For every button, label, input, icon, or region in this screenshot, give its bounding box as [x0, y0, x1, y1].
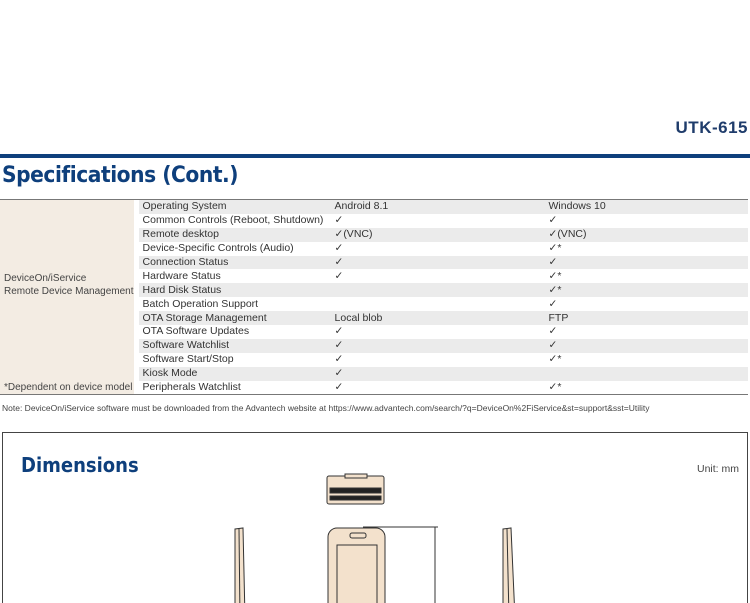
- gap: [133, 269, 139, 284]
- windows-cell: ✓(VNC): [544, 227, 748, 242]
- android-cell: ✓: [330, 366, 545, 381]
- feature-cell: Device-Specific Controls (Audio): [142, 242, 294, 255]
- windows-cell: ✓*: [548, 269, 562, 282]
- category-line-1: DeviceOn/iService: [4, 273, 87, 284]
- table-row: Batch Operation Support ✓: [0, 297, 748, 312]
- android-cell: [331, 297, 545, 311]
- table-row: Hard Disk Status ✓*: [0, 283, 748, 298]
- android-cell: Local blob: [330, 311, 545, 326]
- android-cell: Android 8.1: [330, 199, 545, 214]
- feature-cell: Connection Status: [138, 255, 331, 270]
- windows-cell: ✓*: [548, 353, 562, 366]
- category-line-2: Remote Device Management: [4, 286, 134, 297]
- table-row: Kiosk Mode ✓: [0, 366, 748, 381]
- table-row: DeviceOn/iService Remote Device Managemen…: [0, 199, 748, 381]
- android-cell: ✓: [334, 381, 344, 394]
- dimensions-section: Dimensions Unit: mm: [2, 432, 748, 603]
- windows-cell: Windows 10: [544, 199, 748, 214]
- windows-cell: ✓: [548, 297, 558, 310]
- windows-cell: FTP: [544, 311, 748, 326]
- spec-table: DeviceOn/iService Remote Device Managemen…: [0, 199, 748, 396]
- page-title: Specifications (Cont.): [2, 163, 239, 188]
- feature-cell: Common Controls (Reboot, Shutdown): [142, 214, 324, 227]
- android-cell: ✓: [334, 269, 344, 282]
- table-row: Device-Specific Controls (Audio) ✓ ✓*: [0, 241, 748, 256]
- feature-cell: Software Watchlist: [138, 338, 331, 353]
- feature-cell: Software Start/Stop: [142, 353, 234, 366]
- gap: [133, 199, 139, 214]
- android-cell: [330, 283, 545, 298]
- feature-cell: Batch Operation Support: [142, 297, 259, 310]
- gap: [133, 352, 139, 367]
- unit-label: Unit: mm: [697, 463, 739, 475]
- top-view: [326, 473, 385, 505]
- feature-cell: Kiosk Mode: [138, 366, 331, 381]
- front-view: [327, 526, 438, 603]
- feature-cell: Peripherals Watchlist: [142, 381, 241, 394]
- left-side-view: [234, 527, 246, 603]
- table-row: Common Controls (Reboot, Shutdown) ✓ ✓: [0, 213, 748, 228]
- android-cell: ✓: [334, 214, 344, 227]
- right-side-view: [502, 527, 515, 603]
- feature-cell: Remote desktop: [138, 227, 331, 242]
- gap: [133, 283, 139, 298]
- android-cell: ✓: [334, 325, 344, 338]
- windows-cell: ✓: [544, 255, 748, 270]
- download-note: Note: DeviceOn/iService software must be…: [2, 403, 650, 413]
- gap: [133, 366, 139, 381]
- model-name: UTK-615: [675, 118, 748, 137]
- gap: [133, 338, 139, 353]
- android-cell: ✓: [334, 353, 344, 366]
- windows-cell: ✓: [548, 325, 558, 338]
- windows-cell: ✓*: [544, 283, 748, 298]
- gap: [133, 297, 139, 312]
- table-row: Software Watchlist ✓ ✓: [0, 338, 748, 353]
- android-cell: ✓: [330, 338, 545, 353]
- table-row: Software Start/Stop ✓ ✓*: [0, 352, 748, 367]
- table-row: Remote desktop ✓(VNC) ✓(VNC): [0, 227, 748, 242]
- gap: [133, 241, 139, 256]
- gap: [133, 255, 139, 270]
- table-row: *Dependent on device model Peripherals Wa…: [0, 380, 748, 395]
- table-row: OTA Software Updates ✓ ✓: [0, 325, 748, 339]
- windows-cell: ✓*: [548, 242, 562, 255]
- windows-cell: ✓*: [548, 381, 562, 394]
- dimension-drawing: [234, 473, 515, 603]
- windows-cell: ✓: [544, 338, 748, 353]
- table-row: OTA Storage Management Local blob FTP: [0, 311, 748, 326]
- header-divider: [0, 154, 750, 158]
- category-cell: DeviceOn/iService Remote Device Managemen…: [0, 199, 134, 381]
- gap: [133, 213, 139, 228]
- windows-cell: ✓: [548, 214, 558, 227]
- footnote: *Dependent on device model: [0, 380, 134, 395]
- gap: [133, 227, 139, 242]
- feature-cell: OTA Software Updates: [142, 325, 250, 338]
- table-row: Connection Status ✓ ✓: [0, 255, 748, 270]
- gap: [133, 380, 139, 395]
- android-cell: ✓(VNC): [330, 227, 545, 242]
- table-row: Hardware Status ✓ ✓*: [0, 269, 748, 284]
- dimensions-title: Dimensions: [21, 453, 139, 477]
- feature-cell: Hardware Status: [142, 269, 221, 282]
- gap: [133, 311, 139, 326]
- feature-cell: OTA Storage Management: [138, 311, 331, 326]
- android-cell: ✓: [334, 242, 344, 255]
- gap: [133, 325, 139, 339]
- windows-cell: [544, 366, 748, 381]
- android-cell: ✓: [330, 255, 545, 270]
- feature-cell: Operating System: [138, 199, 331, 214]
- feature-cell: Hard Disk Status: [138, 283, 331, 298]
